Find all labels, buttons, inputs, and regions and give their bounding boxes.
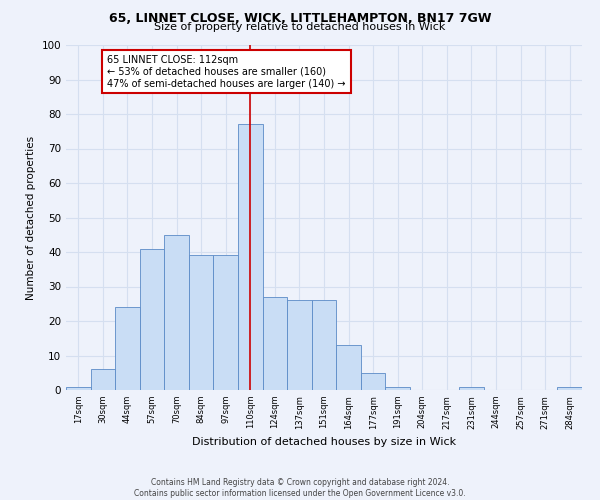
Bar — [459, 386, 484, 390]
Text: 65, LINNET CLOSE, WICK, LITTLEHAMPTON, BN17 7GW: 65, LINNET CLOSE, WICK, LITTLEHAMPTON, B… — [109, 12, 491, 26]
Bar — [66, 386, 91, 390]
Bar — [557, 386, 582, 390]
Bar — [263, 297, 287, 390]
Text: Size of property relative to detached houses in Wick: Size of property relative to detached ho… — [154, 22, 446, 32]
Bar — [214, 256, 238, 390]
Bar — [140, 248, 164, 390]
Bar — [238, 124, 263, 390]
Bar — [115, 307, 140, 390]
Bar — [189, 256, 214, 390]
Bar — [385, 386, 410, 390]
Text: Contains HM Land Registry data © Crown copyright and database right 2024.
Contai: Contains HM Land Registry data © Crown c… — [134, 478, 466, 498]
X-axis label: Distribution of detached houses by size in Wick: Distribution of detached houses by size … — [192, 437, 456, 447]
Bar — [91, 370, 115, 390]
Bar — [164, 235, 189, 390]
Bar — [361, 373, 385, 390]
Text: 65 LINNET CLOSE: 112sqm
← 53% of detached houses are smaller (160)
47% of semi-d: 65 LINNET CLOSE: 112sqm ← 53% of detache… — [107, 56, 346, 88]
Bar — [312, 300, 336, 390]
Bar — [287, 300, 312, 390]
Bar — [336, 345, 361, 390]
Y-axis label: Number of detached properties: Number of detached properties — [26, 136, 36, 300]
